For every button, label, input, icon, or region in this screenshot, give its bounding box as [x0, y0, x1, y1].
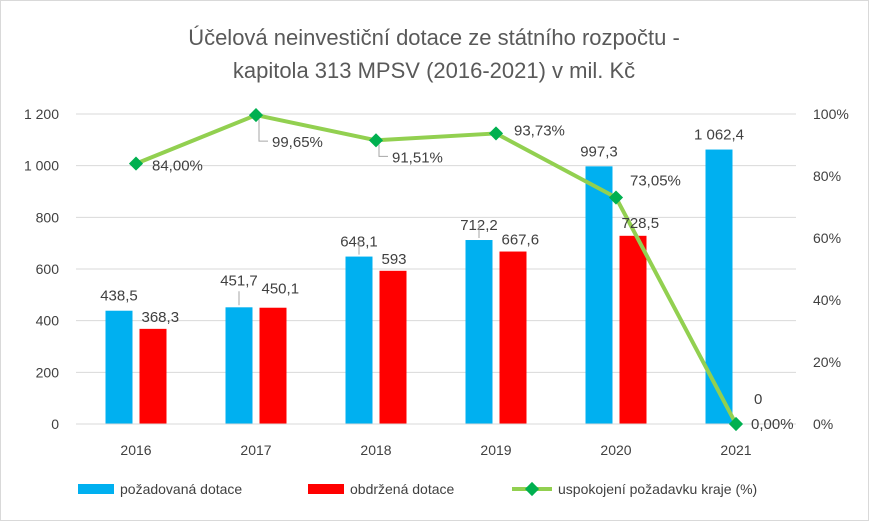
- gridlines: [76, 113, 796, 373]
- line-marker-2020: [608, 190, 624, 205]
- chart-title: Účelová neinvestiční dotace ze státního …: [188, 25, 680, 83]
- bar-pozadovana-2017: [225, 307, 253, 424]
- label-obdrzena-2021: 0: [754, 391, 762, 408]
- chart-title-line-1: Účelová neinvestiční dotace ze státního …: [188, 25, 680, 50]
- legend-swatch-obdrzena: [308, 484, 344, 494]
- percentage-line-path: [134, 113, 738, 426]
- y-right-tick-label: 20%: [813, 354, 841, 370]
- label-uspokojeni-2016: 84,00%: [152, 158, 203, 175]
- label-obdrzena-2018: 593: [382, 251, 407, 268]
- leader-line: [378, 144, 388, 157]
- percentage-line: [128, 108, 744, 432]
- y-axis-right: 0% 20% 40% 60% 80% 100%: [813, 106, 849, 432]
- line-marker-2019: [488, 126, 504, 141]
- y-left-tick-label: 1 200: [24, 106, 59, 122]
- bar-pozadovana-2020: [585, 166, 613, 424]
- x-tick-label: 2017: [240, 442, 271, 458]
- bar-obdrzena-2020: [619, 235, 647, 424]
- bar-pozadovana-2021: [705, 149, 733, 424]
- label-obdrzena-2016: 368,3: [142, 309, 180, 326]
- label-obdrzena-2017: 450,1: [262, 281, 300, 298]
- y-left-tick-label: 200: [36, 364, 60, 380]
- x-tick-label: 2016: [120, 442, 151, 458]
- y-right-tick-label: 40%: [813, 292, 841, 308]
- legend: požadovaná dotace obdržená dotace uspokoje…: [78, 481, 757, 497]
- label-uspokojeni-2020: 73,05%: [630, 173, 681, 190]
- label-uspokojeni-2017: 99,65%: [272, 134, 323, 151]
- y-axis-left: 0 200 400 600 800 1 000 1 200: [24, 106, 59, 432]
- bars: [105, 149, 733, 424]
- bar-pozadovana-2018: [345, 256, 373, 424]
- label-uspokojeni-2021: 0,00%: [751, 416, 794, 433]
- leader-line: [258, 119, 268, 142]
- y-left-tick-label: 400: [36, 313, 60, 329]
- label-obdrzena-2019: 667,6: [502, 232, 540, 249]
- bar-obdrzena-2017: [259, 307, 287, 424]
- legend-swatch-pozadovana: [78, 484, 114, 494]
- x-axis: 2016 2017 2018 2019 2020 2021: [76, 423, 796, 458]
- x-tick-label: 2018: [360, 442, 391, 458]
- y-right-tick-label: 80%: [813, 168, 841, 184]
- label-uspokojeni-2018: 91,51%: [392, 149, 443, 166]
- legend-label-uspokojeni: uspokojení požadavku kraje (%): [558, 481, 757, 497]
- y-right-tick-label: 100%: [813, 106, 849, 122]
- legend-label-obdrzena: obdržená dotace: [350, 481, 455, 497]
- bar-obdrzena-2016: [139, 328, 167, 424]
- label-pozadovana-2020: 997,3: [580, 143, 618, 160]
- label-pozadovana-2017: 451,7: [220, 272, 258, 289]
- x-tick-label: 2021: [720, 442, 751, 458]
- line-marker-2018: [368, 133, 384, 148]
- bar-pozadovana-2016: [105, 310, 133, 424]
- label-obdrzena-2020: 728,5: [622, 215, 660, 232]
- legend-marker-uspokojeni: [524, 481, 540, 497]
- label-pozadovana-2016: 438,5: [100, 288, 138, 305]
- bar-obdrzena-2019: [499, 251, 527, 424]
- y-left-tick-label: 0: [51, 416, 59, 432]
- line-marker-2016: [128, 156, 144, 171]
- line-marker-2021: [728, 416, 744, 432]
- line-marker-2017: [248, 108, 264, 123]
- bar-obdrzena-2018: [379, 270, 407, 424]
- y-right-tick-label: 60%: [813, 230, 841, 246]
- x-tick-label: 2020: [600, 442, 631, 458]
- y-left-tick-label: 600: [36, 261, 60, 277]
- chart-title-line-2: kapitola 313 MPSV (2016-2021) v mil. Kč: [233, 58, 635, 83]
- label-pozadovana-2021: 1 062,4: [694, 127, 744, 144]
- x-tick-label: 2019: [480, 442, 511, 458]
- y-right-tick-label: 0%: [813, 416, 833, 432]
- legend-label-pozadovana: požadovaná dotace: [120, 481, 242, 497]
- bar-pozadovana-2019: [465, 240, 493, 424]
- label-uspokojeni-2019: 93,73%: [514, 122, 565, 139]
- y-left-tick-label: 1 000: [24, 158, 59, 174]
- y-left-tick-label: 800: [36, 209, 60, 225]
